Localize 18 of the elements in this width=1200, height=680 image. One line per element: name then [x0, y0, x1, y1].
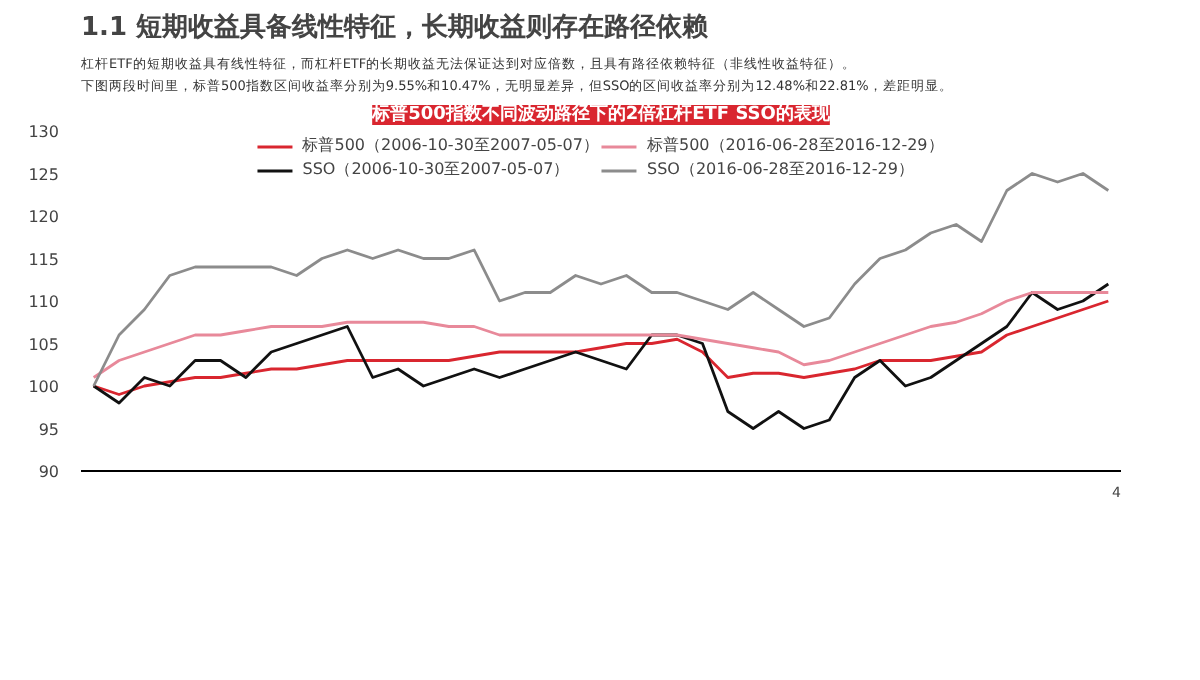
chart-subtitle: 标普500指数不同波动路径下的2倍杠杆ETF SSO的表现: [370, 101, 832, 125]
chart-title: 1.1 短期收益具备线性特征，长期收益则存在路径依赖: [81, 13, 709, 43]
y-tick-label: 105: [28, 335, 60, 354]
y-tick-label: 120: [28, 208, 60, 226]
y-tick-label: 95: [38, 420, 60, 439]
y-tick-label: 115: [28, 250, 60, 269]
y-tick-label: 110: [28, 293, 60, 311]
line-series: [92, 299, 1110, 396]
legend-label: 标普500（2016-06-28至2016-12-29）: [647, 134, 944, 156]
y-tick-label: 130: [28, 123, 60, 141]
legend-label: SSO（2016-06-28至2016-12-29）: [647, 158, 914, 180]
y-tick-label: 100: [28, 378, 60, 396]
legend-label: SSO（2006-10-30至2007-05-07）: [302, 158, 570, 180]
y-tick-label: 125: [28, 165, 60, 184]
legend-label: 标普500（2006-10-30至2007-05-07）: [302, 134, 599, 156]
line-series: [92, 282, 1110, 430]
y-tick-label: 90: [38, 463, 60, 481]
line-series: [92, 291, 1110, 379]
